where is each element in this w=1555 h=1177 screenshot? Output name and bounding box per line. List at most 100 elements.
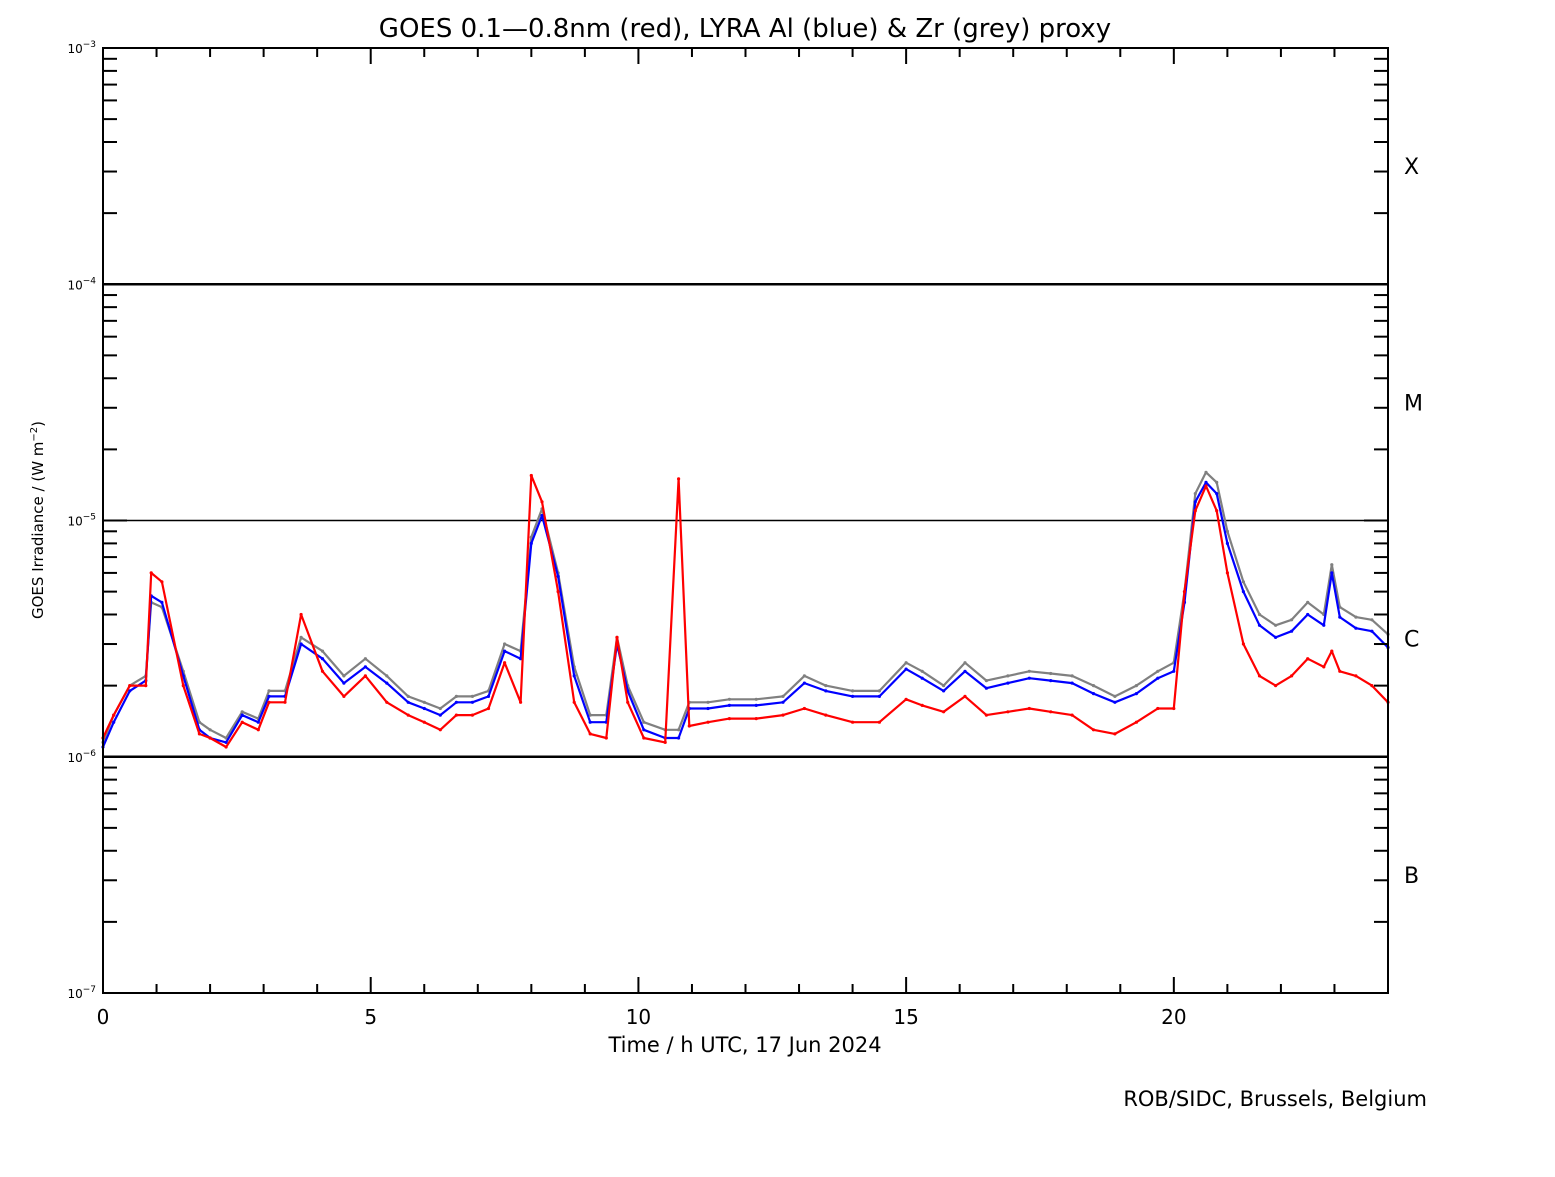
series-2-point [1354, 674, 1358, 678]
series-0-point [877, 689, 882, 693]
series-1-point [1070, 681, 1074, 685]
flare-class-x: X [1404, 155, 1419, 180]
series-2-point [503, 661, 507, 665]
series-2-point [706, 720, 710, 724]
series-2-point [363, 674, 367, 678]
series-1-point [454, 700, 458, 704]
series-0-point [984, 679, 989, 683]
series-0-point [1027, 669, 1031, 673]
flare-class-m: M [1404, 391, 1423, 416]
series-1-point [1338, 615, 1342, 619]
series-2-point [626, 700, 630, 704]
series-2-point [160, 580, 164, 584]
series-2-point [1322, 665, 1326, 669]
series-1-point [904, 667, 908, 671]
series-1-point [519, 657, 523, 661]
series-2-point [556, 590, 560, 594]
series-0-point [363, 657, 367, 661]
series-0-point [1156, 669, 1160, 673]
series-0-point [754, 697, 758, 701]
series-2-point [454, 713, 458, 717]
x-tick-label: 5 [364, 1005, 377, 1029]
series-0-point [1091, 684, 1096, 688]
series-0-point [224, 736, 228, 740]
series-0-point [781, 694, 785, 699]
y-axis-label-close: ) [29, 421, 47, 427]
y-axis-ticks: 10−7 10−6 10−5 10−4 10−3 [67, 40, 1388, 1001]
series-1-point [256, 720, 260, 724]
series-2-point [984, 713, 989, 717]
x-tick-label: 10 [626, 1005, 651, 1029]
series-1-point [1156, 676, 1160, 680]
series-0-point [438, 706, 442, 711]
series-0-point [963, 661, 967, 665]
series-1-point [642, 728, 646, 732]
series-2-point [572, 700, 576, 704]
series-2-point [438, 728, 442, 732]
series-2-point [240, 720, 244, 724]
series-2-point [224, 745, 228, 749]
series-1-point [1330, 571, 1334, 575]
series-0-point [422, 700, 426, 704]
series-2-point [942, 710, 946, 714]
series-0-point [706, 700, 710, 704]
series-1-point [128, 689, 132, 693]
series-2-point [642, 736, 646, 740]
series-2-point [112, 713, 116, 717]
series-2-point [208, 736, 212, 740]
series-2-point [181, 684, 185, 688]
series-0-point [942, 684, 946, 688]
series-1-point [1354, 626, 1358, 630]
y-axis-label-exponent: −2 [29, 427, 40, 442]
series-1-point [1370, 629, 1374, 633]
series-1-point [1204, 480, 1208, 484]
series-1-point [385, 681, 389, 685]
series-2-point [1049, 710, 1053, 714]
series-2-point [540, 500, 544, 504]
series-0-point [642, 720, 646, 724]
x-tick-label: 20 [1161, 1005, 1186, 1029]
series-0-point [1193, 492, 1197, 496]
series-0-point [677, 728, 681, 732]
series-2-point [1091, 728, 1096, 732]
series-0-point [1070, 674, 1074, 678]
series-1-point [824, 689, 828, 693]
series-1-point [1306, 612, 1310, 617]
series-0-point [342, 674, 346, 678]
series-2-point [529, 473, 533, 478]
series-2-point [1306, 657, 1310, 661]
series-0-point [1006, 674, 1010, 678]
x-tick-label: 15 [893, 1005, 918, 1029]
series-1-point [1134, 692, 1138, 696]
series-2-point [149, 571, 153, 575]
flare-class-c: C [1404, 628, 1419, 653]
series-2-point [256, 728, 260, 732]
series-0-point [1113, 694, 1117, 699]
y-tick-label: 10−4 [67, 276, 96, 292]
series-2-point [1215, 509, 1219, 513]
series-2-point [1182, 590, 1187, 594]
series-1-point [486, 694, 491, 699]
series-2-point [128, 684, 132, 688]
series-1-point [470, 700, 474, 704]
series-0-point [1290, 618, 1294, 622]
series-2 [101, 473, 1390, 749]
series-2-point [486, 706, 491, 711]
series-1-point [1027, 676, 1031, 680]
series-1-point [299, 642, 303, 646]
series-2-point [470, 713, 474, 717]
y-tick-label: 10−5 [67, 513, 96, 529]
series-1-point [1049, 679, 1053, 683]
series-1-point [240, 713, 244, 717]
series-2-point [1193, 509, 1197, 513]
series-1-point [556, 574, 560, 579]
series-2-point [385, 700, 389, 704]
series-2-point [320, 669, 325, 673]
series-1-point [1091, 692, 1096, 696]
series-0-point [1354, 615, 1358, 619]
series-2-point [1070, 713, 1074, 717]
series-0-point [320, 649, 325, 653]
series-1-point [677, 736, 681, 740]
series-2-point [1257, 674, 1262, 678]
flare-threshold-lines [103, 283, 1388, 758]
